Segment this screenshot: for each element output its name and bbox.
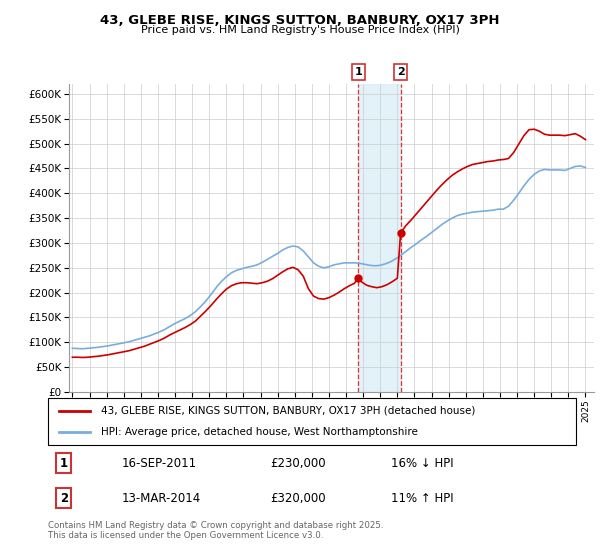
Text: 1: 1 xyxy=(355,67,362,77)
Text: £320,000: £320,000 xyxy=(270,492,325,505)
Text: 43, GLEBE RISE, KINGS SUTTON, BANBURY, OX17 3PH: 43, GLEBE RISE, KINGS SUTTON, BANBURY, O… xyxy=(100,14,500,27)
Bar xyxy=(358,84,401,392)
FancyBboxPatch shape xyxy=(48,398,576,445)
Text: Price paid vs. HM Land Registry's House Price Index (HPI): Price paid vs. HM Land Registry's House … xyxy=(140,25,460,35)
Text: £230,000: £230,000 xyxy=(270,457,325,470)
Text: Contains HM Land Registry data © Crown copyright and database right 2025.
This d: Contains HM Land Registry data © Crown c… xyxy=(48,521,383,540)
Text: 2: 2 xyxy=(60,492,68,505)
Text: 16% ↓ HPI: 16% ↓ HPI xyxy=(391,457,454,470)
Text: 1: 1 xyxy=(60,457,68,470)
Text: 11% ↑ HPI: 11% ↑ HPI xyxy=(391,492,454,505)
Text: 2: 2 xyxy=(397,67,404,77)
Text: 16-SEP-2011: 16-SEP-2011 xyxy=(122,457,197,470)
Text: HPI: Average price, detached house, West Northamptonshire: HPI: Average price, detached house, West… xyxy=(101,427,418,437)
Text: 13-MAR-2014: 13-MAR-2014 xyxy=(122,492,201,505)
Text: 43, GLEBE RISE, KINGS SUTTON, BANBURY, OX17 3PH (detached house): 43, GLEBE RISE, KINGS SUTTON, BANBURY, O… xyxy=(101,406,475,416)
